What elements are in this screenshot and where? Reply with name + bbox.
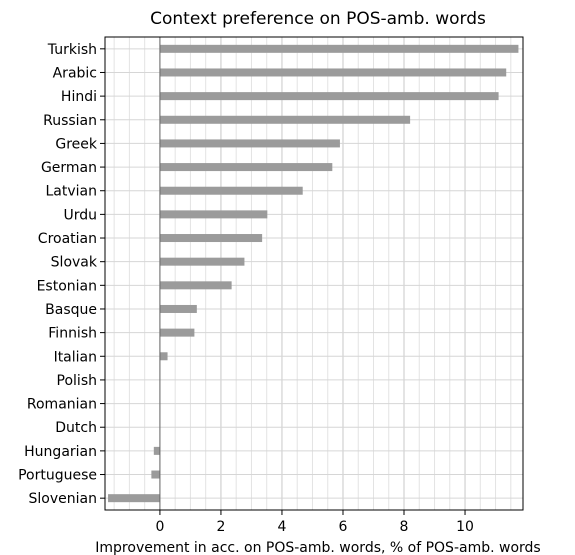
bar-turkish [159,44,519,53]
x-axis: 0 2 4 6 8 10 [155,510,474,535]
bar-croatian [159,234,263,243]
y-tick-label: Turkish [47,42,97,58]
y-tick-label: German [41,160,97,176]
x-tick-label: 6 [339,519,348,535]
y-tick-label: Hungarian [24,444,97,460]
bar-estonian [159,281,232,290]
bar-slovenian [108,494,160,503]
bar-hungarian [153,446,160,455]
y-tick-label: Urdu [63,207,97,223]
y-tick-label: Russian [43,113,97,129]
bar-slovak [159,257,245,266]
x-tick-label: 4 [278,519,287,535]
x-tick-label: 10 [456,519,474,535]
y-tick-label: Portuguese [18,468,97,484]
x-tick-label: 2 [216,519,225,535]
y-tick-label: Italian [54,349,97,365]
bar-latvian [159,186,303,195]
y-tick-label: Slovenian [29,491,97,507]
bar-portuguese [151,470,160,479]
y-tick-label: Latvian [46,184,98,200]
bar-greek [159,139,340,148]
bar-german [159,163,333,172]
bar-italian [159,352,168,361]
y-tick-label: Hindi [61,89,97,105]
bar-basque [159,304,197,313]
y-tick-label: Dutch [55,420,97,436]
y-tick-label: Arabic [53,65,97,81]
y-tick-label: Finnish [48,326,97,342]
y-tick-label: Croatian [38,231,97,247]
y-axis: Turkish Arabic Hindi Russian Greek German Latv… [18,42,105,507]
grid [105,37,523,510]
x-tick-label: 8 [400,519,409,535]
chart-title: Context preference on POS-amb. words [150,9,486,29]
x-tick-label: 0 [155,519,164,535]
bars [108,44,519,503]
bar-finnish [159,328,195,337]
bar-urdu [159,210,268,219]
bar-hindi [159,92,499,101]
y-tick-label: Romanian [27,397,97,413]
y-tick-label: Estonian [37,278,97,294]
plot-frame [104,36,524,511]
bar-russian [159,115,411,124]
y-tick-label: Greek [55,136,98,152]
y-tick-label: Slovak [51,255,98,271]
y-tick-label: Polish [57,373,97,389]
x-axis-label: Improvement in acc. on POS-amb. words, %… [95,540,540,555]
bar-arabic [159,68,507,77]
y-tick-label: Basque [45,302,97,318]
